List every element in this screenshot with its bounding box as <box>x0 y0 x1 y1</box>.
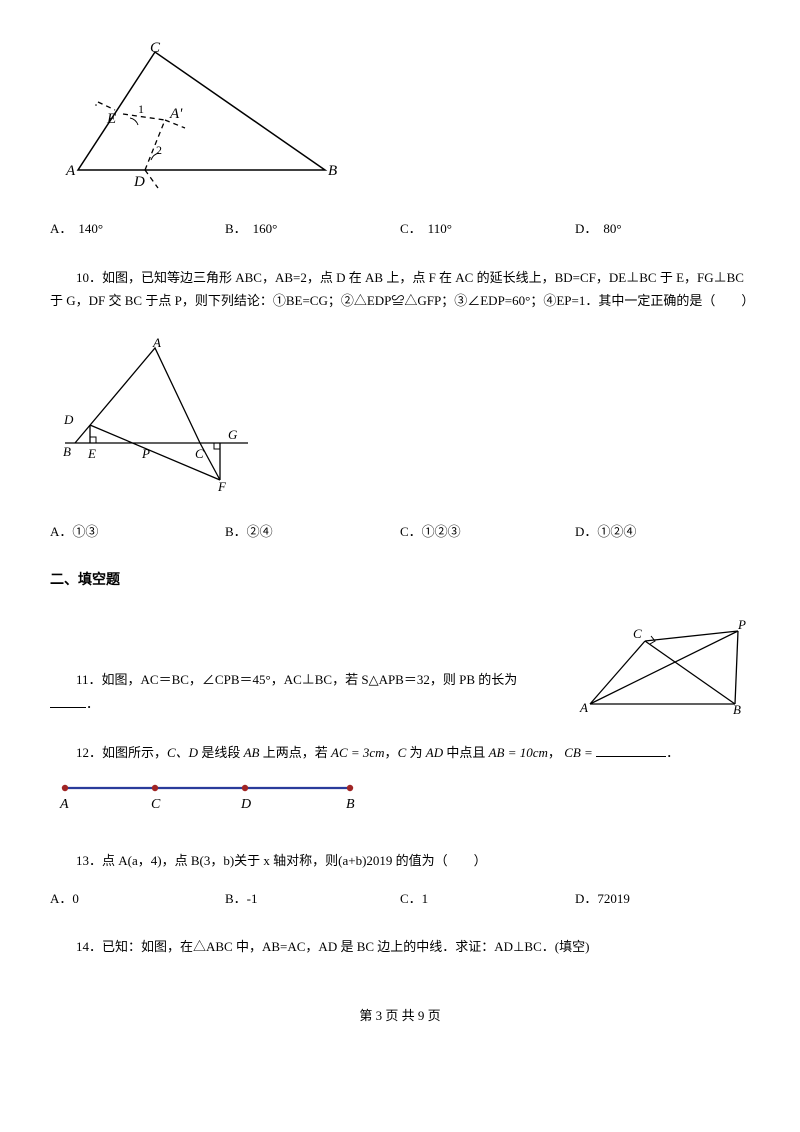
q13-text: 13．点 A(a，4)，点 B(3，b)关于 x 轴对称，则(a+b)2019 … <box>50 849 750 872</box>
q12-figure: A C D B <box>55 776 750 818</box>
q9-opt-c-val: 110° <box>428 221 452 236</box>
svg-text:D: D <box>63 412 74 427</box>
q13-opt-a: A．0 <box>50 887 225 910</box>
q10-options: A．①③ B．②④ C．①②③ D．①②④ <box>50 520 750 543</box>
section-2-header: 二、填空题 <box>50 568 750 593</box>
q12-c2: C <box>398 745 407 760</box>
q13-opt-d: D．72019 <box>575 887 750 910</box>
q13-options: A．0 B．-1 C．1 D．72019 <box>50 887 750 910</box>
q10-opt-d: D．①②④ <box>575 520 750 543</box>
q12-end: ． <box>666 745 679 760</box>
q12-ac: AC = 3cm <box>331 745 385 760</box>
q13-opt-c: C．1 <box>400 887 575 910</box>
svg-text:C: C <box>633 626 642 641</box>
q9-opt-d: D．80° <box>575 217 750 240</box>
q9-opt-a-val: 140° <box>78 221 103 236</box>
svg-text:A': A' <box>169 106 183 122</box>
q10-text: 10．如图，已知等边三角形 ABC，AB=2，点 D 在 AB 上，点 F 在 … <box>50 266 750 313</box>
svg-text:B: B <box>328 163 337 179</box>
q10-figure: A B C D E F G P <box>60 338 750 500</box>
q10-opt-b: B．②④ <box>225 520 400 543</box>
svg-text:1: 1 <box>138 102 144 116</box>
q12-p3: 为 <box>409 745 422 760</box>
q9-opt-b-val: 160° <box>253 221 278 236</box>
q12-ab: AB <box>244 745 260 760</box>
page-footer: 第 3 页 共 9 页 <box>50 1004 750 1027</box>
svg-text:A: A <box>59 797 69 811</box>
svg-text:2: 2 <box>156 143 162 157</box>
q9-opt-a: A．140° <box>50 217 225 240</box>
q12-sep1: ， <box>385 745 398 760</box>
q9-opt-b: B．160° <box>225 217 400 240</box>
q12-p2b: 上两点，若 <box>263 745 328 760</box>
q12-ad: AD <box>426 745 443 760</box>
svg-text:A: A <box>579 700 588 714</box>
svg-text:P: P <box>737 619 746 632</box>
q11-row: 11．如图，AC＝BC，∠CPB＝45°，AC⊥BC，若 S△APB＝32，则 … <box>50 619 750 721</box>
q12-blank <box>596 744 666 757</box>
svg-text:E: E <box>87 446 96 461</box>
q9-opt-c: C．110° <box>400 217 575 240</box>
q9-figure: C A B E D A' 1 2 <box>60 40 750 197</box>
q12-text: 12．如图所示，C、D 是线段 AB 上两点，若 AC = 3cm，C 为 AD… <box>50 741 750 764</box>
svg-text:A: A <box>152 338 161 350</box>
svg-text:C: C <box>150 40 161 56</box>
svg-text:C: C <box>195 446 204 461</box>
q11-text: 11．如图，AC＝BC，∠CPB＝45°，AC⊥BC，若 S△APB＝32，则 … <box>50 668 545 721</box>
q12-cb: CB = <box>564 745 593 760</box>
q11-suffix: ． <box>86 696 99 711</box>
equilateral-svg: A B C D E F G P <box>60 338 260 493</box>
q13-opt-b: B．-1 <box>225 887 400 910</box>
svg-text:A: A <box>65 163 76 179</box>
svg-text:P: P <box>141 446 150 461</box>
q10-opt-a: A．①③ <box>50 520 225 543</box>
svg-text:B: B <box>733 702 741 714</box>
q11-blank <box>50 695 86 708</box>
svg-text:C: C <box>151 797 161 811</box>
svg-text:E: E <box>106 111 116 127</box>
q9-opt-d-val: 80° <box>603 221 621 236</box>
q10-opt-c: C．①②③ <box>400 520 575 543</box>
q11-figure: A B C P <box>575 619 750 721</box>
svg-text:D: D <box>133 174 145 190</box>
svg-text:F: F <box>217 479 227 493</box>
q12-p1: 12．如图所示， <box>76 745 167 760</box>
svg-text:D: D <box>240 797 251 811</box>
svg-text:G: G <box>228 427 238 442</box>
q12-p2a: 是线段 <box>201 745 240 760</box>
q11-prefix: 11．如图，AC＝BC，∠CPB＝45°，AC⊥BC，若 S△APB＝32，则 … <box>76 672 517 687</box>
q12-cd: C、D <box>167 745 198 760</box>
q12-ab2: AB = 10cm <box>489 745 548 760</box>
svg-text:B: B <box>63 444 71 459</box>
q12-p4b: ， <box>548 745 561 760</box>
q12-p4a: 中点且 <box>446 745 485 760</box>
q14-text: 14．已知：如图，在△ABC 中，AB=AC，AD 是 BC 边上的中线．求证：… <box>50 935 750 958</box>
q9-options: A．140° B．160° C．110° D．80° <box>50 217 750 240</box>
triangle-fold-svg: C A B E D A' 1 2 <box>60 40 345 190</box>
svg-text:B: B <box>346 797 355 811</box>
